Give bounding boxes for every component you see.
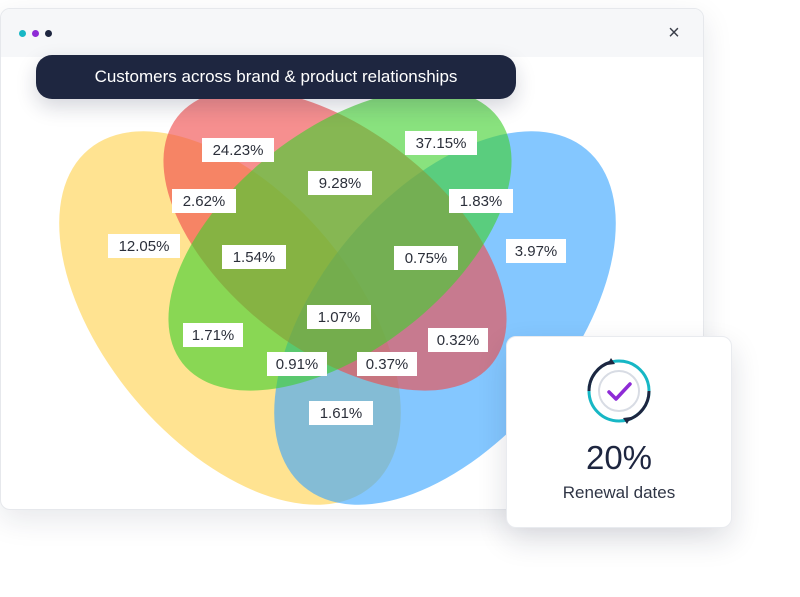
region-value-label: 12.05% [119,238,170,255]
region-value-label: 1.61% [320,405,363,422]
region-value-label: 37.15% [416,135,467,152]
venn-region-yellow-red-blue: 0.37% [357,352,417,376]
renewal-check-icon [587,358,651,424]
region-label-box [357,352,417,376]
region-label-box [222,245,286,269]
region-value-label: 3.97% [515,243,558,260]
venn-region-red-only: 24.23% [202,138,274,162]
region-value-label: 1.71% [192,327,235,344]
region-label-box [449,189,513,213]
region-value-label: 24.23% [213,142,264,159]
venn-region-yellow-red: 2.62% [172,189,236,213]
window-dot-purple [32,30,39,37]
region-value-label: 0.37% [366,356,409,373]
region-label-box [202,138,274,162]
venn-set-green [168,89,512,391]
region-value-label: 0.75% [405,250,448,267]
region-value-label: 1.54% [233,249,276,266]
venn-region-green-only: 37.15% [405,131,477,155]
venn-region-red-blue: 0.32% [428,328,488,352]
venn-region-all-four: 1.07% [307,305,371,329]
region-label-box [172,189,236,213]
renewal-card: 20% Renewal dates [506,336,732,528]
close-icon[interactable]: × [668,22,680,44]
venn-region-yellow-only: 12.05% [108,234,180,258]
renewal-label: Renewal dates [562,483,676,502]
renewal-value: 20% [585,439,653,476]
region-label-box [394,246,458,270]
region-label-box [506,239,566,263]
region-value-label: 1.07% [318,309,361,326]
region-label-box [405,131,477,155]
venn-region-yellow-green-blue: 0.91% [267,352,327,376]
region-value-label: 2.62% [183,193,226,210]
region-value-label: 1.83% [460,193,503,210]
region-label-box [308,171,372,195]
region-value-label: 0.91% [276,356,319,373]
venn-region-blue-only: 3.97% [506,239,566,263]
venn-region-yellow-green: 1.71% [183,323,243,347]
venn-region-green-blue: 1.83% [449,189,513,213]
venn-region-red-green-blue: 0.75% [394,246,458,270]
venn-region-yellow-red-green: 1.54% [222,245,286,269]
region-value-label: 0.32% [437,332,480,349]
region-label-box [267,352,327,376]
region-label-box [108,234,180,258]
venn-region-red-green: 9.28% [308,171,372,195]
window-dot-dark [45,30,52,37]
region-label-box [428,328,488,352]
region-label-box [307,305,371,329]
chart-title: Customers across brand & product relatio… [36,55,516,99]
region-label-box [309,401,373,425]
venn-region-yellow-blue: 1.61% [309,401,373,425]
region-label-box [183,323,243,347]
window-title-bar: × [1,9,703,57]
region-value-label: 9.28% [319,175,362,192]
window-dot-teal [19,30,26,37]
